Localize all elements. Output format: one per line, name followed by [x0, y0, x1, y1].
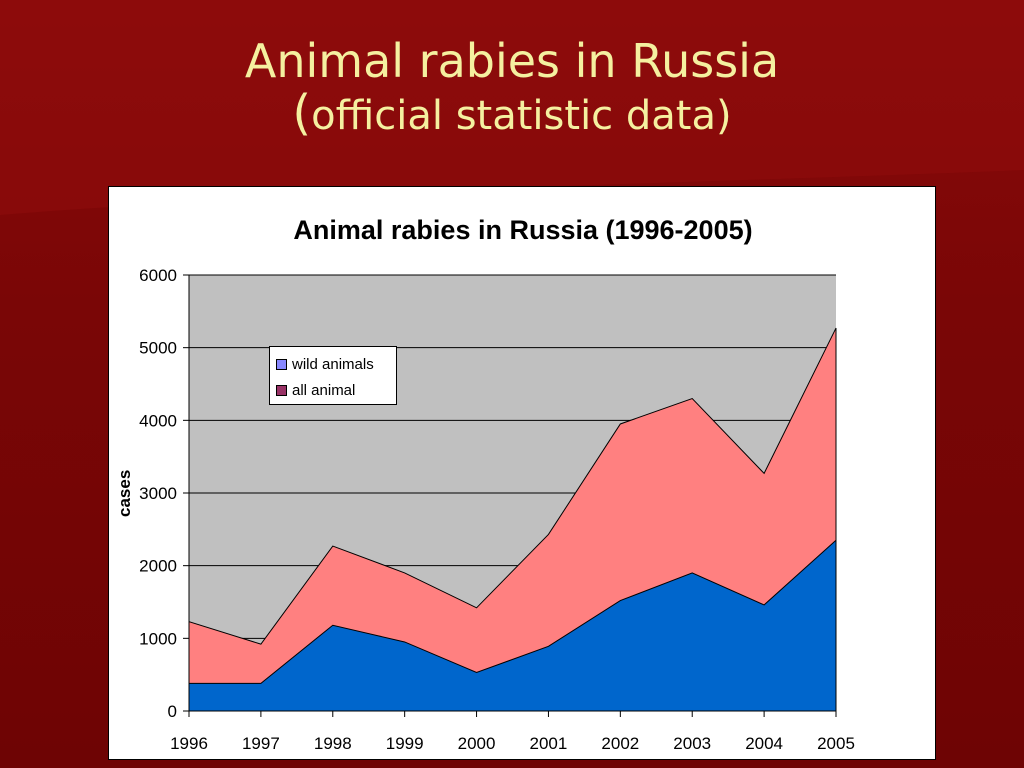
series-area-wild-animals: [188, 539, 837, 712]
y-tick-label-5000: 5000: [139, 339, 177, 358]
legend-item-wild: wild animals: [276, 355, 374, 373]
x-tick-label-2003: 2003: [673, 734, 711, 753]
y-tick-label-1000: 1000: [139, 629, 177, 648]
background-swoosh: [0, 0, 1024, 215]
chart-legend: wild animals all animal: [269, 346, 397, 405]
legend-label-all: all animal: [292, 381, 356, 399]
x-tick-label-2001: 2001: [530, 734, 568, 753]
x-tick-label-1998: 1998: [314, 734, 352, 753]
x-tick-label-2005: 2005: [817, 734, 855, 753]
slide-title-paren: (: [292, 85, 312, 141]
legend-swatch-all: [276, 384, 287, 396]
slide-title-subtitle: official statistic data): [311, 93, 732, 139]
chart-frame: Animal rabies in Russia (1996-2005) 0 100…: [108, 186, 936, 760]
slide-title-line2: (official statistic data): [0, 88, 1024, 141]
x-tick-label-1999: 1999: [386, 734, 424, 753]
x-tick-label-2004: 2004: [745, 734, 783, 753]
x-tick-label-2002: 2002: [601, 734, 639, 753]
area-chart: 0 1000 2000 3000 4000 5000 6000 1996 1997 1998 199…: [139, 266, 855, 753]
slide-title-line1: Animal rabies in Russia: [244, 34, 780, 88]
y-tick-label-0: 0: [168, 702, 177, 721]
y-tick-label-3000: 3000: [139, 484, 177, 503]
y-tick-label-4000: 4000: [139, 411, 177, 430]
x-tick-label-1997: 1997: [242, 734, 280, 753]
y-tick-label-6000: 6000: [139, 266, 177, 285]
x-tick-label-2000: 2000: [458, 734, 496, 753]
y-axis-label: cases: [115, 469, 134, 517]
x-tick-label-1996: 1996: [170, 734, 208, 753]
y-tick-label-2000: 2000: [139, 557, 177, 576]
chart-title: Animal rabies in Russia (1996-2005): [293, 215, 753, 245]
legend-label-wild: wild animals: [292, 355, 374, 373]
legend-swatch-wild: [276, 358, 287, 370]
legend-item-all: all animal: [276, 381, 355, 399]
slide-title: Animal rabies in Russia (official statis…: [0, 34, 1024, 141]
